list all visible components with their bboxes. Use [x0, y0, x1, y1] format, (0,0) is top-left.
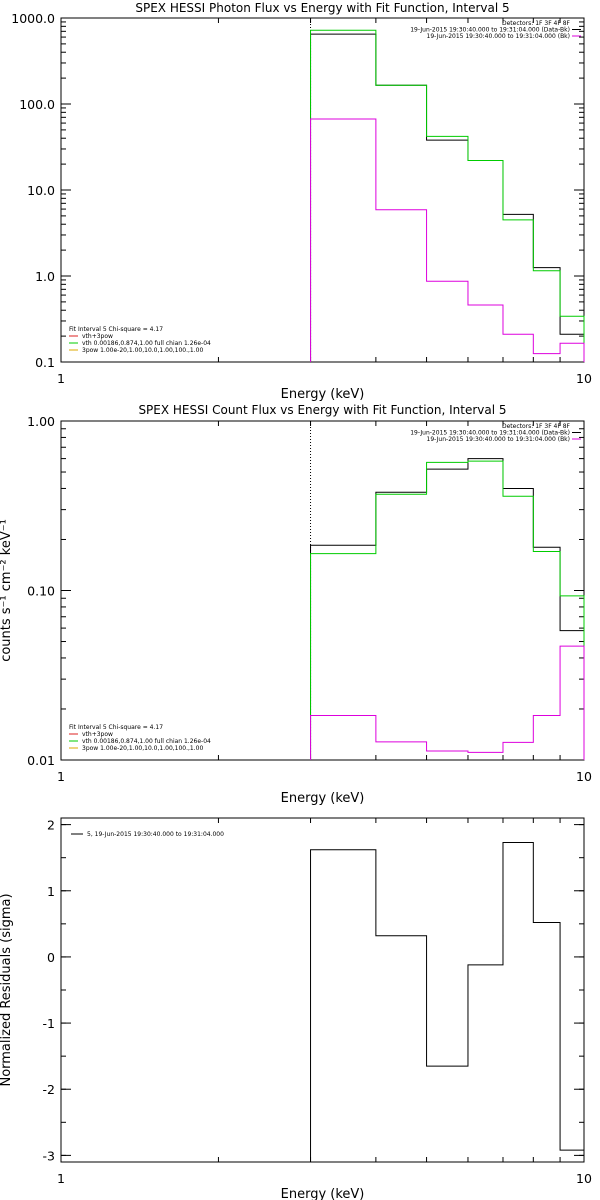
count-series-2-histogram [310, 645, 585, 760]
header-line: 19-Jun-2015 19:30:40.000 to 19:31:04.000… [410, 27, 570, 34]
header-line: Detectors: 1F 3F 4F 8F [502, 20, 571, 27]
y-tick-label: 1000.0 [11, 11, 55, 26]
y-axis: 1.00 0.10 0.01 [27, 414, 584, 768]
header-line: Detectors: 1F 3F 4F 8F [502, 423, 571, 430]
legend-label: vth 0.00186,0.874,1.00 full chian 1.26e-… [82, 738, 211, 745]
y-tick-label: 0 [47, 950, 55, 965]
y-tick-label: -3 [43, 1148, 55, 1163]
x-axis-label: Energy (keV) [281, 1187, 365, 1200]
photon-series-2-histogram [310, 118, 585, 362]
legend: Fit Interval 5 Chi-square = 4.17vth+3pow… [69, 326, 211, 354]
fit-chi-square-label: Fit Interval 5 Chi-square = 4.17 [69, 724, 163, 731]
header-line: 19-Jun-2015 19:30:40.000 to 19:31:04.000… [427, 33, 570, 40]
y-tick-label: 1.00 [27, 414, 55, 429]
x-axis: 1 10 [57, 18, 592, 386]
y-tick-label: 0.01 [27, 753, 55, 768]
y-tick-label: 0.10 [27, 584, 55, 599]
x-tick-label: 10 [576, 1171, 592, 1186]
y-axis: 2 1 0 -1 -2 -3 [43, 818, 584, 1163]
y-tick-label: -1 [43, 1016, 55, 1031]
chart-title: SPEX HESSI Count Flux vs Energy with Fit… [138, 403, 506, 417]
y-tick-label: 2 [47, 818, 55, 833]
y-tick-label: 1 [47, 884, 55, 899]
y-tick-label: 100.0 [19, 97, 55, 112]
legend-label: 5, 19-Jun-2015 19:30:40.000 to 19:31:04.… [87, 831, 224, 838]
legend-label: 3pow 1.00e-20,1.00,10.0,1.00,100.,1.00 [82, 347, 203, 354]
x-tick-label: 1 [57, 371, 65, 386]
plot-frame [60, 17, 585, 363]
x-axis-label: Energy (keV) [281, 791, 365, 806]
header-line: 19-Jun-2015 19:30:40.000 to 19:31:04.000… [427, 436, 570, 443]
legend-label: vth+3pow [82, 731, 113, 738]
y-axis-label: Normalized Residuals (sigma) [0, 893, 14, 1086]
x-tick-label: 10 [576, 371, 592, 386]
legend-label: vth+3pow [82, 333, 113, 340]
y-tick-label: -2 [43, 1082, 55, 1097]
residuals-series-0-histogram [310, 841, 585, 1162]
y-tick-label: 10.0 [27, 183, 55, 198]
x-tick-label: 1 [57, 769, 65, 784]
fit-chi-square-label: Fit Interval 5 Chi-square = 4.17 [69, 326, 163, 333]
count-panel: SPEX HESSI Count Flux vs Energy with Fit… [0, 403, 592, 806]
legend: Fit Interval 5 Chi-square = 4.17vth+3pow… [69, 724, 211, 752]
photon-series-0-histogram [310, 33, 585, 362]
header-line: 19-Jun-2015 19:30:40.000 to 19:31:04.000… [410, 430, 570, 437]
count-series-1-histogram [310, 460, 585, 760]
x-axis-label: Energy (keV) [281, 387, 365, 402]
x-axis: 1 10 [57, 818, 592, 1186]
plot-frame [60, 817, 585, 1163]
plot-frame [60, 420, 585, 761]
chart-title: SPEX HESSI Photon Flux vs Energy with Fi… [135, 1, 509, 15]
legend-label: 3pow 1.00e-20,1.00,10.0,1.00,100.,1.00 [82, 745, 203, 752]
photon-series-1-histogram [310, 29, 585, 362]
y-axis: 1000.0 100.0 10.0 1.0 0.1 [11, 11, 584, 370]
y-tick-label: 0.1 [35, 355, 55, 370]
count-series-0-histogram [310, 458, 585, 760]
x-tick-label: 1 [57, 1171, 65, 1186]
x-tick-label: 10 [576, 769, 592, 784]
x-axis: 1 10 [57, 421, 592, 784]
y-tick-label: 1.0 [35, 269, 55, 284]
photon-panel: SPEX HESSI Photon Flux vs Energy with Fi… [11, 1, 592, 402]
legend: 5, 19-Jun-2015 19:30:40.000 to 19:31:04.… [71, 831, 224, 838]
legend-label: vth 0.00186,0.874,1.00 full chian 1.26e-… [82, 340, 211, 347]
y-axis-label: counts s⁻¹ cm⁻² keV⁻¹ [0, 519, 14, 662]
